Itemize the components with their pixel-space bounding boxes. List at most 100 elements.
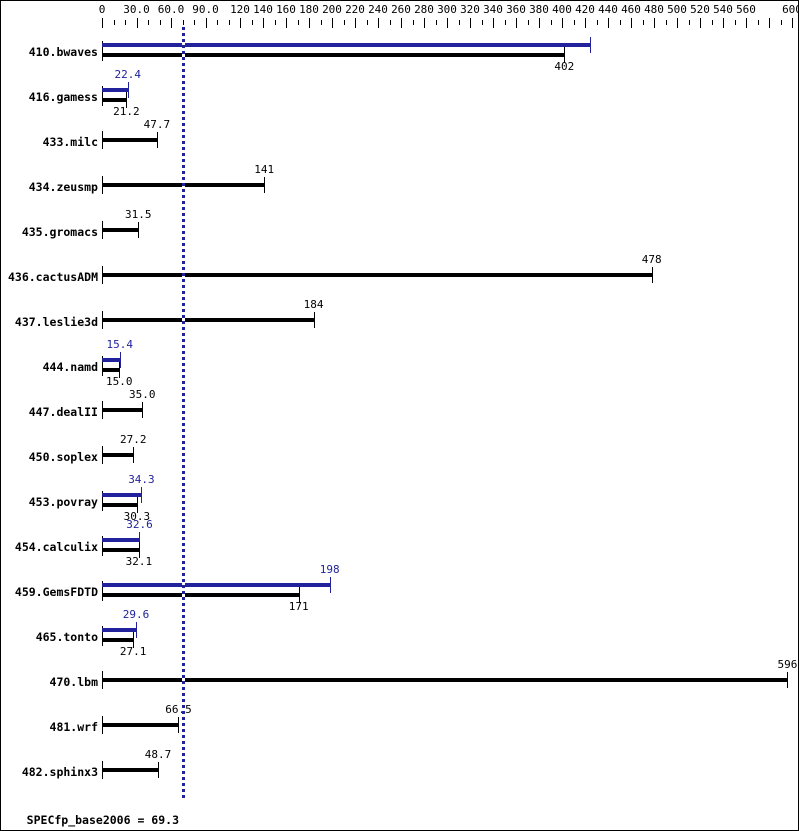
base-value-label: 27.1 — [119, 645, 147, 658]
axis-tick-minor — [389, 20, 391, 25]
axis-tick-label: 280 — [414, 3, 434, 16]
benchmark-row: 454.calculix 32.6 32.1 — [1, 518, 798, 569]
axis-tick-minor — [125, 20, 126, 25]
axis-tick-minor — [642, 20, 644, 25]
axis-tick-minor — [113, 20, 115, 25]
axis-tick-minor — [527, 20, 529, 25]
axis-tick-label: 220 — [345, 3, 365, 16]
axis-tick-minor — [159, 20, 161, 25]
axis-tick-label: 180 — [299, 3, 319, 16]
axis-tick-label: 520 — [690, 3, 710, 16]
axis-tick-minor — [194, 20, 195, 25]
base-bar — [102, 318, 314, 322]
axis-tick-major — [585, 18, 586, 28]
axis-tick-minor — [343, 20, 345, 25]
axis-tick-minor — [711, 20, 713, 25]
base-bar — [102, 228, 139, 232]
x-axis: 0 30.0 60.0 90.0 120 140 160 180 200 220 240 260 280… — [1, 1, 798, 29]
benchmark-row: 410.bwaves 402 — [1, 29, 798, 74]
peak-bar-cap — [136, 622, 138, 638]
peak-bar-cap — [329, 577, 331, 593]
base-value-label: 31.5 — [124, 208, 152, 221]
base-bar-cap — [126, 92, 128, 108]
benchmark-row: 436.cactusADM 478 — [1, 253, 798, 299]
axis-tick-minor — [573, 20, 575, 25]
benchmark-row: 465.tonto 29.6 27.1 — [1, 608, 798, 659]
base-bar-cap — [156, 132, 158, 148]
base-bar — [102, 53, 565, 57]
base-bar — [102, 678, 788, 682]
benchmark-row: 437.leslie3d 184 — [1, 298, 798, 344]
row-origin-tick — [102, 356, 103, 376]
axis-tick-major — [286, 18, 287, 28]
peak-bar — [102, 493, 142, 497]
benchmark-row: 434.zeusmp 141 — [1, 163, 798, 209]
axis-tick-major — [493, 18, 494, 28]
axis-tick-label: 30.0 — [123, 3, 150, 16]
axis-tick-minor — [780, 20, 782, 25]
base-value-label: 30.3 — [123, 510, 151, 523]
row-origin-tick — [102, 86, 103, 106]
base-value-label: 141 — [254, 163, 275, 176]
axis-tick-label: 420 — [575, 3, 595, 16]
benchmark-label: 454.calculix — [14, 539, 98, 554]
benchmark-label: 435.gromacs — [21, 224, 98, 239]
benchmark-row: 450.soplex 27.2 — [1, 433, 798, 479]
base-bar — [102, 723, 179, 727]
axis-tick-major — [424, 18, 425, 28]
base-bar-cap — [133, 447, 135, 463]
base-value-label: 27.2 — [120, 433, 147, 446]
base-bar-cap — [264, 177, 266, 193]
axis-tick-minor — [435, 20, 437, 25]
row-origin-tick — [102, 536, 103, 556]
axis-tick-label: 340 — [483, 3, 503, 16]
axis-tick-minor — [366, 20, 368, 25]
benchmark-label: 482.sphinx3 — [21, 764, 98, 779]
peak-bar — [102, 628, 137, 632]
base-value-label: 596 — [777, 658, 798, 671]
axis-tick-major — [401, 18, 402, 28]
axis-tick-major — [447, 18, 448, 28]
axis-tick-minor — [504, 20, 506, 25]
specfp2006-summary: SPECfp2006 = 71.2 — [1, 829, 242, 830]
base-value-label: 48.7 — [144, 748, 172, 761]
axis-tick-major — [378, 18, 379, 28]
base-bar-cap — [133, 632, 135, 648]
peak-bar — [102, 88, 128, 92]
axis-tick-label: 140 — [253, 3, 273, 16]
benchmark-label: 470.lbm — [49, 674, 98, 689]
axis-tick-label: 540 — [713, 3, 733, 16]
base-bar — [102, 503, 137, 507]
axis-tick-major — [608, 18, 609, 28]
peak-value-label: 29.6 — [122, 608, 150, 621]
axis-tick-major — [136, 18, 138, 28]
peak-value-label: 198 — [319, 563, 340, 576]
peak-bar-cap — [139, 532, 141, 548]
base-bar-cap — [138, 542, 140, 558]
peak-bar — [102, 43, 590, 47]
axis-tick-label: 500 — [667, 3, 687, 16]
benchmark-label: 481.wrf — [49, 719, 98, 734]
axis-tick-major — [355, 18, 356, 28]
base-bar — [102, 453, 134, 457]
base-value-label: 21.2 — [113, 105, 140, 118]
axis-tick-minor — [320, 20, 322, 25]
axis-tick-minor — [274, 20, 276, 25]
base-bar-cap — [313, 312, 315, 328]
axis-tick-major — [654, 18, 655, 28]
axis-tick-major — [562, 18, 563, 28]
benchmark-label: 465.tonto — [35, 629, 98, 644]
base-value-label: 66.5 — [165, 703, 192, 716]
peak-bar-cap — [589, 37, 591, 53]
benchmark-row: 482.sphinx3 48.7 — [1, 748, 798, 794]
axis-tick-major — [102, 18, 103, 28]
axis-tick-major — [240, 18, 241, 28]
axis-tick-minor — [412, 20, 414, 25]
base-bar-cap — [651, 267, 653, 283]
benchmark-row: 416.gamess 22.4 21.2 — [1, 68, 798, 119]
peak-value-label: 22.4 — [114, 68, 142, 81]
base-bar — [102, 98, 127, 102]
axis-tick-label: 260 — [391, 3, 411, 16]
row-origin-tick — [102, 491, 103, 511]
